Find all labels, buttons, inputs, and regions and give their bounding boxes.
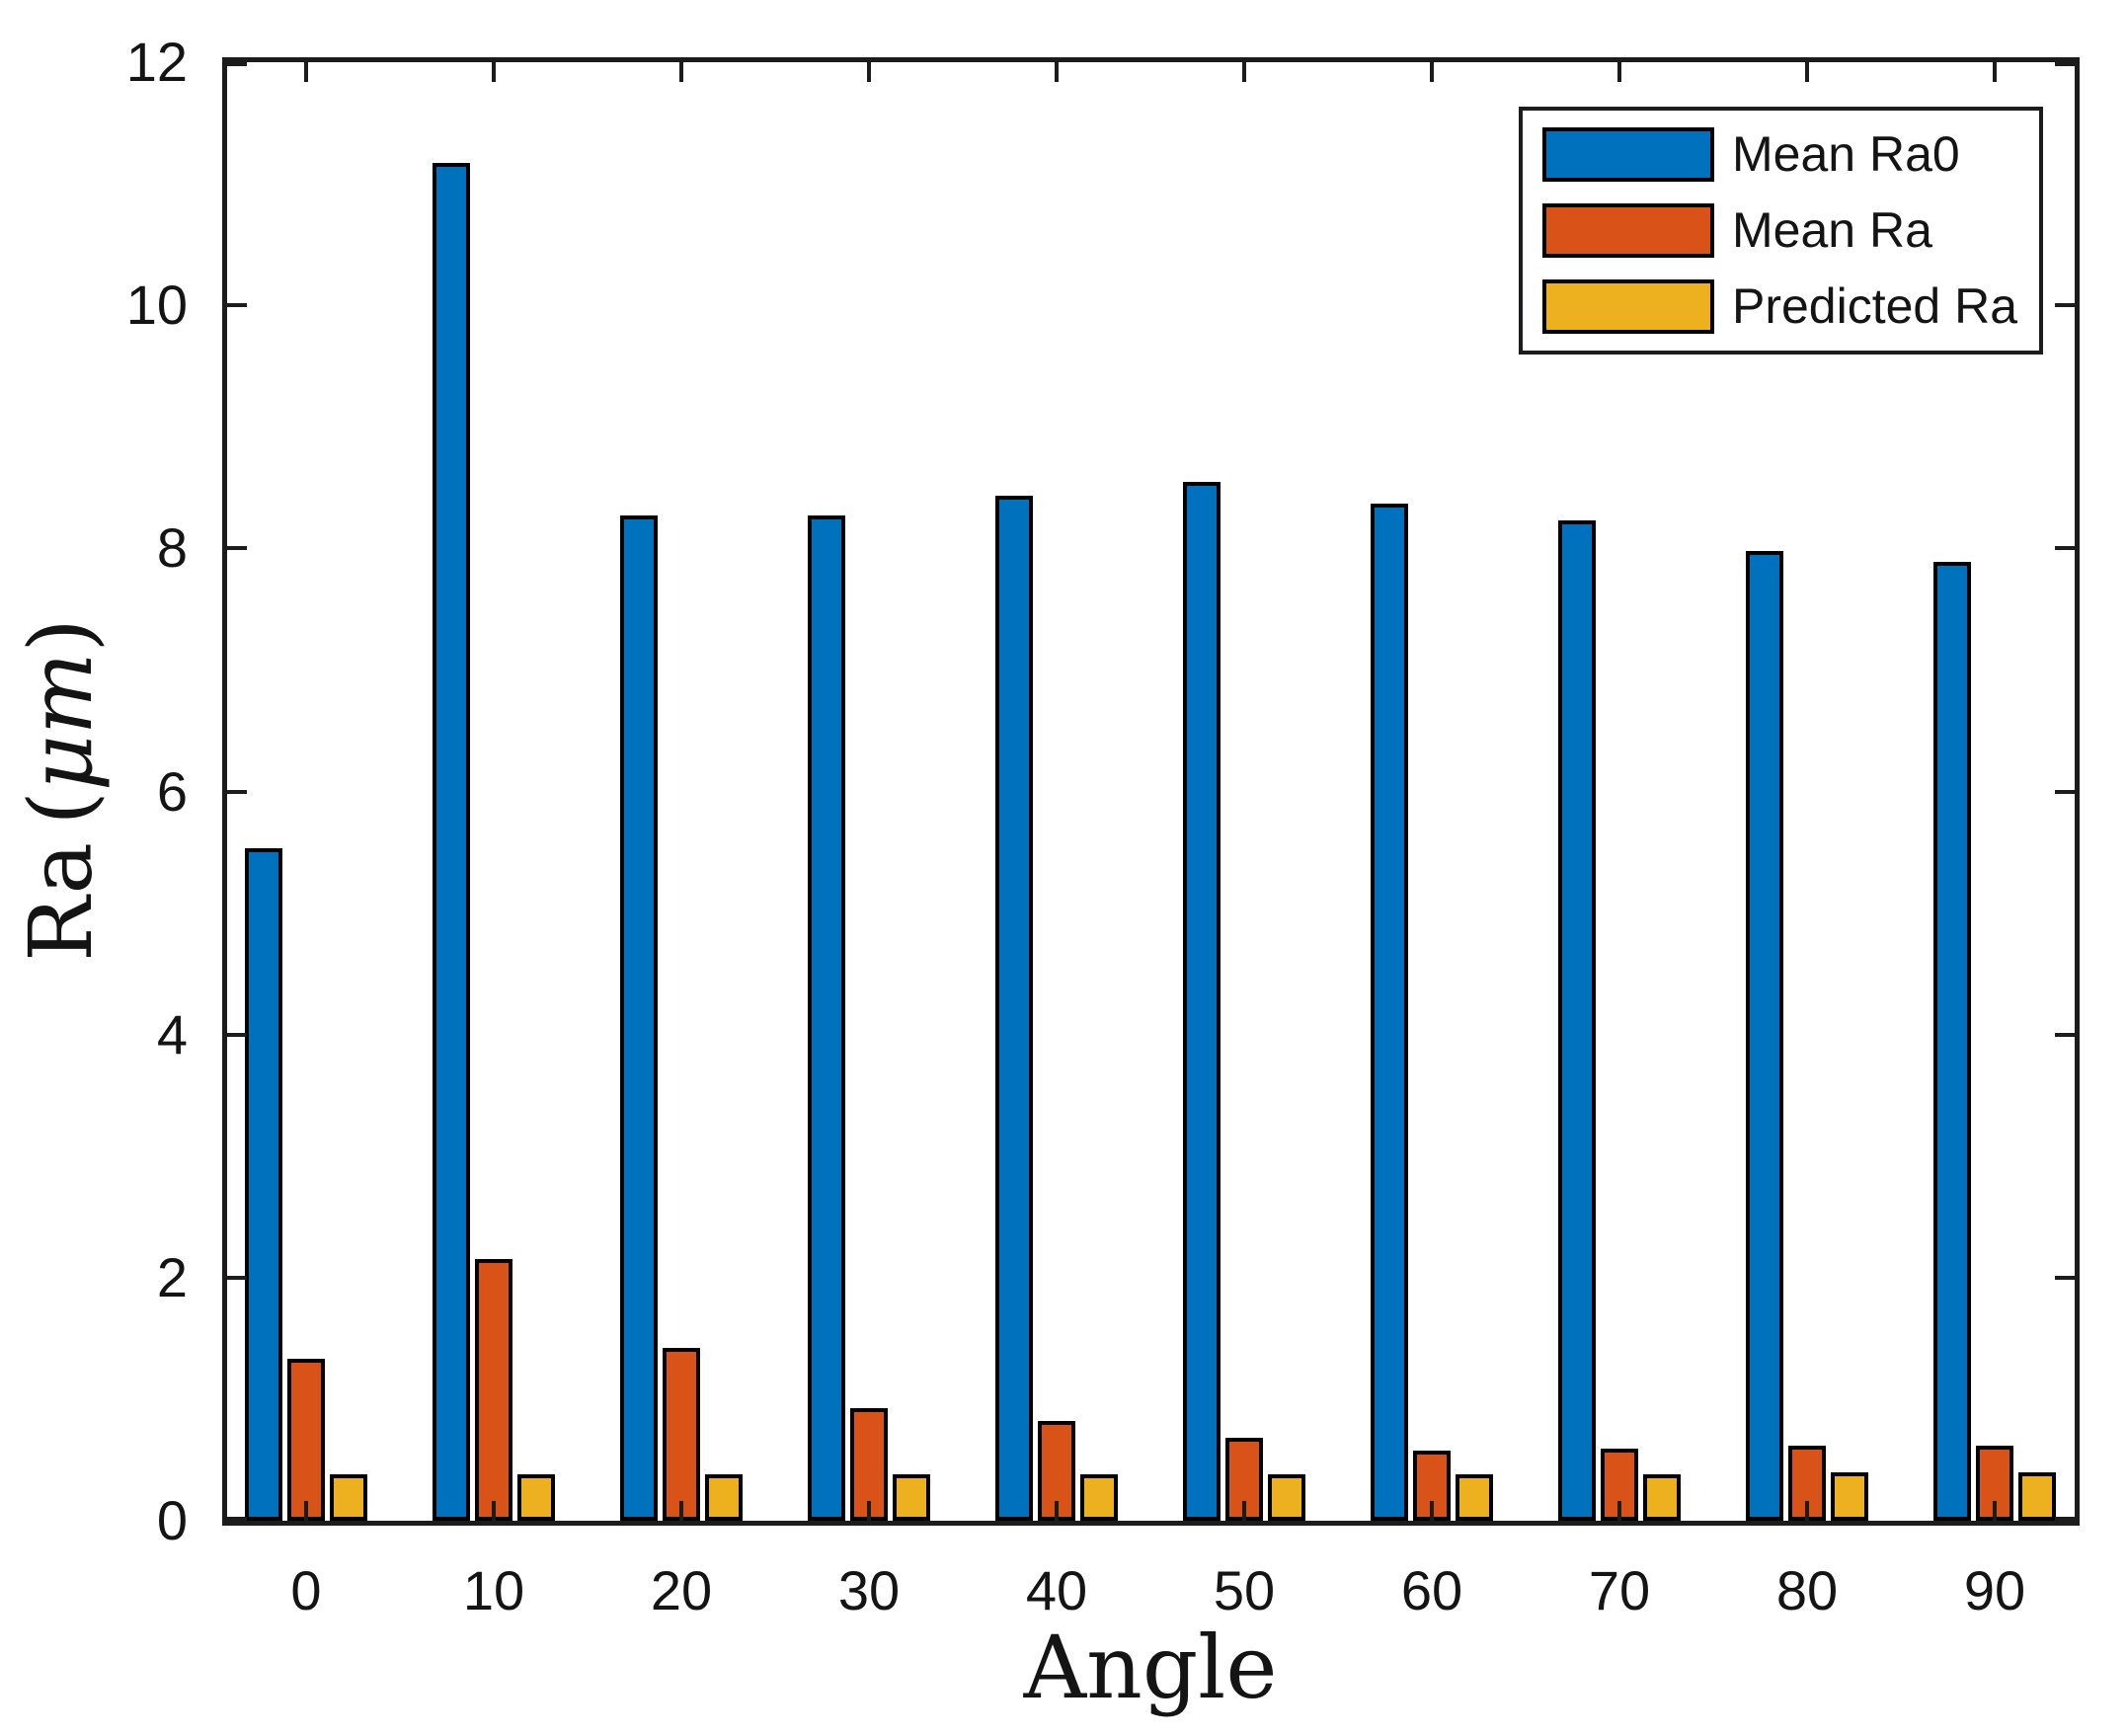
x-tick-label: 0 bbox=[290, 1559, 322, 1621]
bar bbox=[1831, 1472, 1868, 1521]
y-axis-label-name: Ra bbox=[10, 842, 112, 962]
y-tick-right bbox=[2055, 1276, 2075, 1280]
bar bbox=[1268, 1474, 1305, 1521]
y-tick-right bbox=[2055, 303, 2075, 307]
x-tick-label: 90 bbox=[1963, 1559, 2026, 1621]
x-tick-bottom bbox=[1993, 1501, 1997, 1521]
legend-entry-predicted-ra: Predicted Ra bbox=[1523, 279, 2039, 334]
legend-label-mean-ra0: Mean Ra0 bbox=[1732, 126, 1960, 182]
y-tick-left bbox=[227, 1276, 247, 1280]
bar bbox=[705, 1474, 743, 1521]
bar bbox=[1976, 1446, 2013, 1521]
x-tick-label: 70 bbox=[1588, 1559, 1651, 1621]
bar bbox=[1456, 1474, 1493, 1521]
legend-label-predicted-ra: Predicted Ra bbox=[1732, 278, 2018, 334]
y-tick-left bbox=[227, 1033, 247, 1037]
x-tick-top bbox=[492, 62, 496, 82]
bar bbox=[433, 163, 470, 1521]
x-tick-top bbox=[1617, 62, 1621, 82]
legend-label-mean-ra: Mean Ra bbox=[1732, 202, 1932, 258]
y-tick-label: 8 bbox=[156, 516, 188, 579]
x-tick-bottom bbox=[679, 1501, 683, 1521]
x-tick-label: 60 bbox=[1400, 1559, 1463, 1621]
x-tick-bottom bbox=[1242, 1501, 1246, 1521]
bar bbox=[808, 515, 845, 1521]
y-tick-right bbox=[2055, 1033, 2075, 1037]
y-tick-label: 10 bbox=[125, 274, 188, 336]
legend: Mean Ra0 Mean Ra Predicted Ra bbox=[1519, 107, 2043, 355]
bar bbox=[1183, 482, 1221, 1521]
y-tick-left bbox=[227, 62, 247, 66]
x-tick-top bbox=[1805, 62, 1809, 82]
x-tick-top bbox=[1242, 62, 1246, 82]
y-tick-left bbox=[227, 546, 247, 550]
x-tick-top bbox=[867, 62, 871, 82]
plot-area: Mean Ra0 Mean Ra Predicted Ra bbox=[222, 57, 2080, 1526]
bar bbox=[893, 1474, 930, 1521]
legend-swatch-mean-ra0 bbox=[1542, 127, 1714, 182]
y-tick-label: 12 bbox=[125, 31, 188, 93]
y-tick-right bbox=[2055, 790, 2075, 794]
x-axis-label: Angle bbox=[1023, 1617, 1278, 1718]
x-tick-bottom bbox=[1617, 1501, 1621, 1521]
x-tick-label: 30 bbox=[837, 1559, 901, 1621]
legend-swatch-mean-ra bbox=[1542, 203, 1714, 258]
y-tick-right bbox=[2055, 546, 2075, 550]
x-tick-bottom bbox=[304, 1501, 308, 1521]
y-tick-left bbox=[227, 303, 247, 307]
bar bbox=[475, 1259, 512, 1521]
bar bbox=[1643, 1474, 1681, 1521]
bar bbox=[330, 1474, 367, 1521]
x-tick-top bbox=[1055, 62, 1059, 82]
y-tick-label: 0 bbox=[156, 1489, 188, 1551]
x-tick-top bbox=[304, 62, 308, 82]
bar bbox=[1080, 1474, 1118, 1521]
bar bbox=[1371, 504, 1408, 1521]
bar bbox=[287, 1359, 325, 1521]
x-tick-bottom bbox=[492, 1501, 496, 1521]
y-tick-right bbox=[2055, 62, 2075, 66]
x-tick-label: 50 bbox=[1213, 1559, 1276, 1621]
legend-entry-mean-ra: Mean Ra bbox=[1523, 203, 2039, 258]
x-tick-label: 40 bbox=[1025, 1559, 1088, 1621]
x-tick-top bbox=[1993, 62, 1997, 82]
bar bbox=[995, 496, 1033, 1521]
y-tick-label: 6 bbox=[156, 760, 188, 823]
y-tick-left bbox=[227, 790, 247, 794]
x-tick-top bbox=[679, 62, 683, 82]
x-tick-bottom bbox=[1430, 1501, 1434, 1521]
y-tick-label: 4 bbox=[156, 1003, 188, 1065]
x-tick-top bbox=[1430, 62, 1434, 82]
legend-entry-mean-ra0: Mean Ra0 bbox=[1523, 127, 2039, 182]
x-tick-label: 20 bbox=[650, 1559, 713, 1621]
y-tick-label: 2 bbox=[156, 1246, 188, 1308]
x-tick-label: 80 bbox=[1775, 1559, 1839, 1621]
bar bbox=[1558, 520, 1596, 1521]
bar bbox=[517, 1474, 555, 1521]
x-tick-bottom bbox=[1055, 1501, 1059, 1521]
bar bbox=[620, 515, 658, 1521]
bar bbox=[663, 1348, 700, 1521]
x-tick-bottom bbox=[867, 1501, 871, 1521]
bar bbox=[2018, 1472, 2056, 1521]
x-tick-bottom bbox=[1805, 1501, 1809, 1521]
legend-swatch-predicted-ra bbox=[1542, 279, 1714, 334]
bar bbox=[1933, 562, 1971, 1521]
bar bbox=[245, 848, 282, 1521]
y-tick-left bbox=[227, 1517, 247, 1521]
bar bbox=[1746, 551, 1783, 1521]
y-tick-right bbox=[2055, 1517, 2075, 1521]
x-tick-label: 10 bbox=[462, 1559, 525, 1621]
